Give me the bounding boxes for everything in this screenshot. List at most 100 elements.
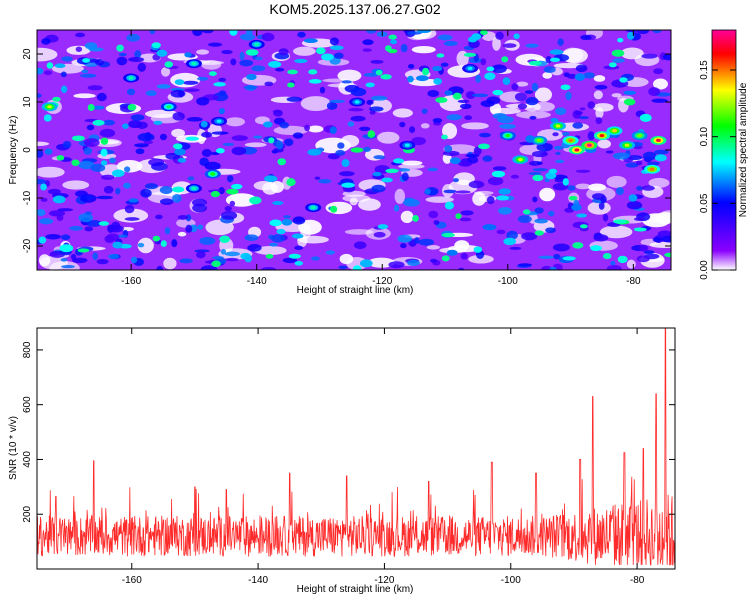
spectrogram-noise-blob — [172, 193, 182, 203]
spectrogram-mid-blob — [177, 158, 187, 163]
spectrogram-hotspots — [41, 39, 667, 213]
spectrogram-hotspot-core — [517, 158, 523, 162]
spectrogram-low-patch — [575, 183, 591, 190]
spectrogram-mid-blob — [611, 49, 625, 57]
spectrogram-low-patch — [177, 231, 187, 237]
spectrogram-noise-blob — [244, 234, 259, 242]
spectrogram-mid-blob — [496, 195, 510, 201]
spectrogram-noise-blob — [509, 246, 522, 250]
spectrogram-mid-blob — [436, 53, 445, 58]
spectrogram-noise-blob — [587, 131, 595, 141]
spectrogram-mid-blob — [385, 168, 399, 174]
spectrogram-mid-blob — [412, 214, 419, 222]
spectrogram-noise-blob — [337, 142, 345, 149]
spectrogram-hotspot-core — [128, 76, 134, 80]
spectrogram-mid-blob — [571, 204, 582, 211]
spectrogram-noise-blob — [532, 168, 548, 172]
spectrogram-noise-blob — [459, 217, 472, 222]
spectrogram-mid-blob — [294, 260, 304, 266]
spectrogram-low-patch — [587, 201, 611, 215]
spectrogram-mid-blob — [288, 253, 301, 259]
spectrogram-noise-blob — [208, 42, 223, 47]
spectrogram-mid-blob — [432, 65, 443, 72]
spectrogram-noise-blob — [186, 117, 203, 122]
spectrogram-low-patch — [349, 197, 358, 206]
spectrogram-mid-blob — [172, 186, 185, 193]
spectrogram-noise-blob — [612, 58, 625, 63]
spectrogram-low-patch — [400, 210, 414, 223]
spectrogram-noise-blob — [652, 30, 662, 34]
spectrogram-noise-blob — [86, 124, 95, 131]
spectrogram-noise-blob — [626, 200, 643, 210]
spectrogram-noise-blob — [156, 265, 164, 270]
spectrogram-mid-blob — [492, 89, 504, 96]
spectrogram-noise-blob — [116, 56, 128, 66]
spectrogram-noise-blob — [231, 146, 247, 156]
spectrogram-noise-blob — [282, 257, 298, 264]
spectrogram-low-patch — [270, 180, 284, 193]
spectrogram-noise-blob — [224, 205, 232, 212]
spectrogram-mid-blob — [664, 252, 671, 258]
spectrogram-mid-blob — [365, 82, 375, 88]
spectrogram-low-patch — [137, 237, 154, 254]
spectrogram-noise-blob — [118, 52, 127, 57]
spectrogram-noise-blob — [171, 239, 178, 248]
spectrogram-noise-blob — [253, 135, 263, 139]
spectrogram-noise-blob — [647, 161, 660, 166]
spectrogram-noise-blob — [409, 126, 416, 134]
spectrogram-low-patch — [73, 93, 96, 99]
spectrogram-mid-blob — [617, 255, 628, 264]
spectrogram-mid-blob — [164, 61, 174, 68]
spectrogram-mid-blob — [377, 224, 389, 230]
spectrogram-mid-blob — [211, 260, 221, 268]
spectrogram-noise-blob — [211, 131, 229, 135]
spectrogram-y-tick-label: -20 — [22, 238, 33, 253]
spectrogram-noise-blob — [499, 123, 516, 129]
spectrogram-mid-blob — [381, 177, 393, 183]
spectrogram-noise-blob — [94, 58, 105, 66]
spectrogram-noise-blob — [108, 157, 116, 164]
spectrogram-noise-blob — [254, 56, 263, 61]
spectrogram-mid-blob — [40, 183, 47, 191]
colorbar: 0.00 0.05 0.10 0.15 Normalized spectral amp… — [699, 29, 749, 280]
spectrogram-mid-blob — [513, 33, 520, 40]
spectrogram-mid-blob — [375, 69, 383, 76]
spectrogram-mid-blob — [100, 148, 108, 157]
spectrogram-mid-blob — [151, 42, 161, 49]
spectrogram-mid-blob — [602, 253, 612, 260]
spectrogram-mid-blob — [226, 188, 239, 195]
spectrogram-noise-blob — [641, 53, 658, 59]
spectrogram-noise-blob — [536, 161, 543, 165]
snr-y-tick-label: 800 — [22, 341, 33, 358]
spectrogram-mid-blob — [216, 148, 225, 154]
spectrogram-mid-blob — [184, 52, 192, 58]
spectrogram-mid-blob — [352, 265, 362, 270]
spectrogram-x-tick-label: -160 — [121, 276, 141, 287]
spectrogram-noise-blob — [134, 143, 149, 148]
spectrogram-mid-blob — [231, 183, 243, 190]
spectrogram-noise-blob — [220, 248, 226, 255]
spectrogram-low-patch — [225, 117, 246, 127]
spectrogram-noise-blob — [414, 237, 420, 244]
spectrogram-low-patch — [121, 227, 134, 232]
spectrogram-mid-blob — [156, 49, 168, 57]
spectrogram-mid-blob — [623, 90, 637, 95]
snr-y-label: SNR (10 * v/v) — [8, 416, 19, 480]
spectrogram-noise-blob — [443, 189, 457, 194]
spectrogram-low-patch — [170, 72, 201, 88]
spectrogram-noise-blob — [635, 160, 643, 166]
spectrogram-mid-blob — [87, 104, 95, 112]
spectrogram-mid-blob — [307, 148, 322, 156]
spectrogram-noise-blob — [398, 168, 411, 172]
spectrogram-mid-blob — [522, 209, 531, 215]
spectrogram-mid-blob — [550, 117, 559, 123]
spectrogram-low-patch — [62, 180, 90, 190]
spectrogram-noise-blob — [418, 238, 435, 246]
spectrogram-noise-blob — [40, 197, 48, 203]
spectrogram-mid-blob — [528, 60, 542, 66]
spectrogram-noise-blob — [239, 51, 245, 61]
spectrogram-hotspot-core — [568, 138, 573, 142]
spectrogram-noise-blob — [552, 132, 559, 137]
spectrogram-noise-blob — [239, 33, 256, 41]
spectrogram-mid-blob — [341, 182, 355, 188]
